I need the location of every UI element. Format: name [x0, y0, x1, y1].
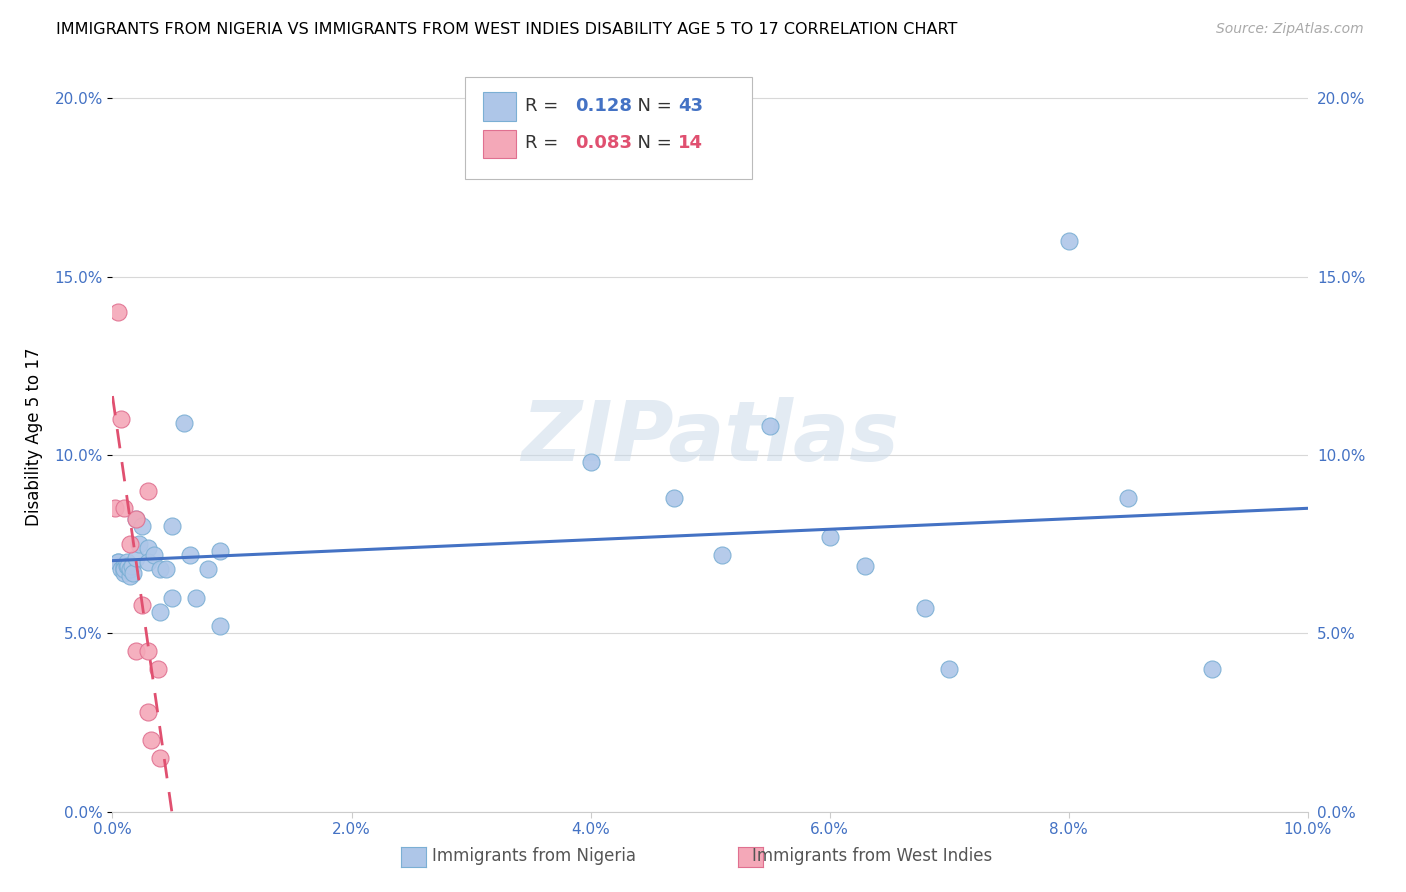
- Point: [1057, 234, 1080, 248]
- Point: [664, 491, 686, 505]
- Point: [125, 512, 148, 526]
- Point: [579, 455, 602, 469]
- Point: [138, 483, 160, 498]
- Point: [197, 562, 219, 576]
- Point: [128, 537, 150, 551]
- Point: [1118, 491, 1140, 505]
- Point: [138, 541, 160, 555]
- Point: [121, 558, 143, 573]
- Point: [121, 566, 143, 580]
- Point: [120, 537, 142, 551]
- Point: [131, 598, 153, 612]
- FancyBboxPatch shape: [465, 78, 752, 178]
- Text: N =: N =: [627, 135, 678, 153]
- Point: [149, 562, 172, 576]
- Point: [818, 530, 841, 544]
- Point: [173, 416, 195, 430]
- Point: [114, 558, 135, 573]
- FancyBboxPatch shape: [484, 130, 516, 159]
- Point: [107, 305, 129, 319]
- Point: [149, 751, 172, 765]
- Point: [114, 562, 135, 576]
- Text: 0.128: 0.128: [575, 97, 631, 115]
- Point: [146, 662, 169, 676]
- Text: R =: R =: [524, 135, 564, 153]
- Text: N =: N =: [627, 97, 678, 115]
- Point: [138, 555, 160, 569]
- Point: [110, 412, 132, 426]
- Text: 14: 14: [678, 135, 703, 153]
- Point: [1201, 662, 1223, 676]
- Point: [155, 562, 177, 576]
- Point: [125, 512, 148, 526]
- Point: [162, 591, 183, 605]
- Point: [143, 548, 166, 562]
- Point: [914, 601, 936, 615]
- Point: [110, 562, 132, 576]
- Point: [114, 566, 135, 580]
- Point: [186, 591, 208, 605]
- Point: [120, 562, 142, 576]
- Point: [117, 558, 139, 573]
- Point: [209, 619, 232, 633]
- Point: [209, 544, 232, 558]
- Point: [115, 558, 138, 573]
- Point: [104, 501, 127, 516]
- Text: 0.083: 0.083: [575, 135, 631, 153]
- Point: [139, 733, 162, 747]
- Y-axis label: Disability Age 5 to 17: Disability Age 5 to 17: [25, 348, 44, 526]
- Text: 43: 43: [678, 97, 703, 115]
- Point: [114, 501, 135, 516]
- Point: [107, 555, 129, 569]
- Text: R =: R =: [524, 97, 564, 115]
- Point: [759, 419, 782, 434]
- Point: [120, 569, 142, 583]
- Text: ZIPatlas: ZIPatlas: [522, 397, 898, 477]
- Point: [179, 548, 201, 562]
- Point: [711, 548, 734, 562]
- Point: [107, 555, 129, 569]
- Point: [131, 519, 153, 533]
- Point: [138, 705, 160, 719]
- Text: Immigrants from Nigeria: Immigrants from Nigeria: [432, 847, 637, 865]
- Point: [855, 558, 877, 573]
- Point: [149, 605, 172, 619]
- Point: [162, 519, 183, 533]
- Point: [938, 662, 960, 676]
- Point: [125, 551, 148, 566]
- Point: [138, 644, 160, 658]
- Point: [115, 555, 138, 569]
- FancyBboxPatch shape: [484, 93, 516, 121]
- Text: IMMIGRANTS FROM NIGERIA VS IMMIGRANTS FROM WEST INDIES DISABILITY AGE 5 TO 17 CO: IMMIGRANTS FROM NIGERIA VS IMMIGRANTS FR…: [56, 22, 957, 37]
- Point: [114, 562, 135, 576]
- Text: Source: ZipAtlas.com: Source: ZipAtlas.com: [1216, 22, 1364, 37]
- Point: [125, 644, 148, 658]
- Text: Immigrants from West Indies: Immigrants from West Indies: [752, 847, 991, 865]
